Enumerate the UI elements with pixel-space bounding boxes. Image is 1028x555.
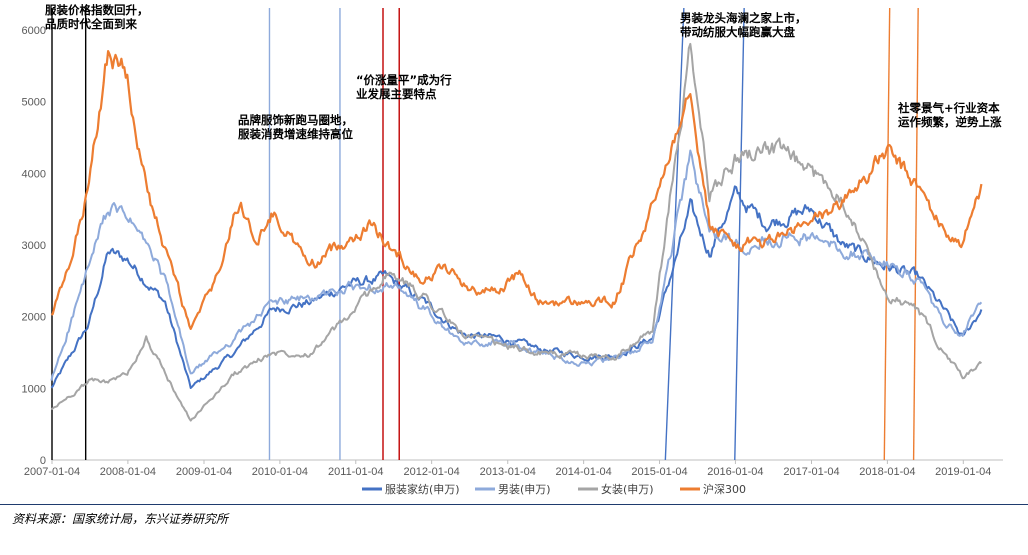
annotation: 男装龙头海澜之家上市，带动纺服大幅跑赢大盘 [680,11,807,39]
x-tick-label: 2013-01-04 [480,466,536,478]
series-line [50,149,983,381]
event-line [912,7,919,461]
series-layer [50,42,983,422]
annotation-line: 男装龙头海澜之家上市， [680,11,807,25]
x-tick-label: 2007-01-04 [24,466,80,478]
y-tick-label: 3000 [22,240,46,252]
legend-label: 沪深300 [703,482,746,496]
annotation-line: 品质时代全面到来 [45,17,137,31]
x-tick-label: 2017-01-04 [783,466,839,478]
annotation: 服装价格指数回升，品质时代全面到来 [45,3,149,31]
legend-label: 服装家纺(申万) [385,482,460,496]
annotation-line: 品牌服饰新跑马圈地， [238,113,353,127]
x-tick-label: 2009-01-04 [176,466,232,478]
legend-item: 男装(申万) [475,483,551,496]
x-tick-label: 2011-01-04 [328,466,383,478]
legend-label: 男装(申万) [498,483,551,496]
x-tick-label: 2008-01-04 [100,466,156,478]
series-line [50,49,983,330]
source-divider [0,504,1028,505]
y-tick-label: 1000 [22,383,46,395]
legend-item: 服装家纺(申万) [362,482,460,496]
x-tick-label: 2015-01-04 [631,466,687,478]
annotation-line: 带动纺服大幅跑赢大盘 [680,25,795,39]
annotation-line: 社零景气+行业资本 [897,101,1000,115]
annotation-line: 运作频繁，逆势上涨 [898,115,1002,129]
event-line [883,7,891,461]
x-tick-label: 2014-01-04 [555,466,611,478]
y-tick-label: 0 [40,455,46,467]
axes: 0 1000 2000 3000 4000 5000 6000 2007-01-04 2008-… [22,24,1003,478]
legend: 服装家纺(申万) 男装(申万) 女装(申万) 沪深300 [362,482,746,496]
series-line [50,42,983,422]
x-tick-label: 2010-01-04 [252,466,308,478]
annotation: 品牌服饰新跑马圈地，服装消费增速维持高位 [238,113,353,141]
legend-item: 沪深300 [680,482,746,496]
annotation-line: 业发展主要特点 [356,87,437,101]
y-tick-label: 6000 [22,25,46,37]
y-tick-label: 4000 [22,168,46,180]
annotation-line: “价涨量平”成为行 [356,73,452,87]
legend-label: 女装(申万) [601,482,654,496]
series-line [50,185,983,389]
x-tick-label: 2016-01-04 [707,466,763,478]
x-tick-label: 2018-01-04 [859,466,915,478]
y-tick-label: 5000 [22,97,46,109]
line-chart: 0 1000 2000 3000 4000 5000 6000 2007-01-04 2008-… [22,3,1003,496]
annotation-line: 服装消费增速维持高位 [238,127,353,141]
source-note: 资料来源：国家统计局，东兴证券研究所 [12,512,229,526]
x-tick-label: 2019-01-04 [935,466,991,478]
annotation-layer: 服装价格指数回升，品质时代全面到来品牌服饰新跑马圈地，服装消费增速维持高位“价涨… [45,3,1002,141]
y-tick-label: 2000 [22,312,46,324]
event-line [734,7,745,461]
annotation-line: 服装价格指数回升， [45,3,149,17]
legend-item: 女装(申万) [578,482,654,496]
x-tick-label: 2012-01-04 [404,466,460,478]
